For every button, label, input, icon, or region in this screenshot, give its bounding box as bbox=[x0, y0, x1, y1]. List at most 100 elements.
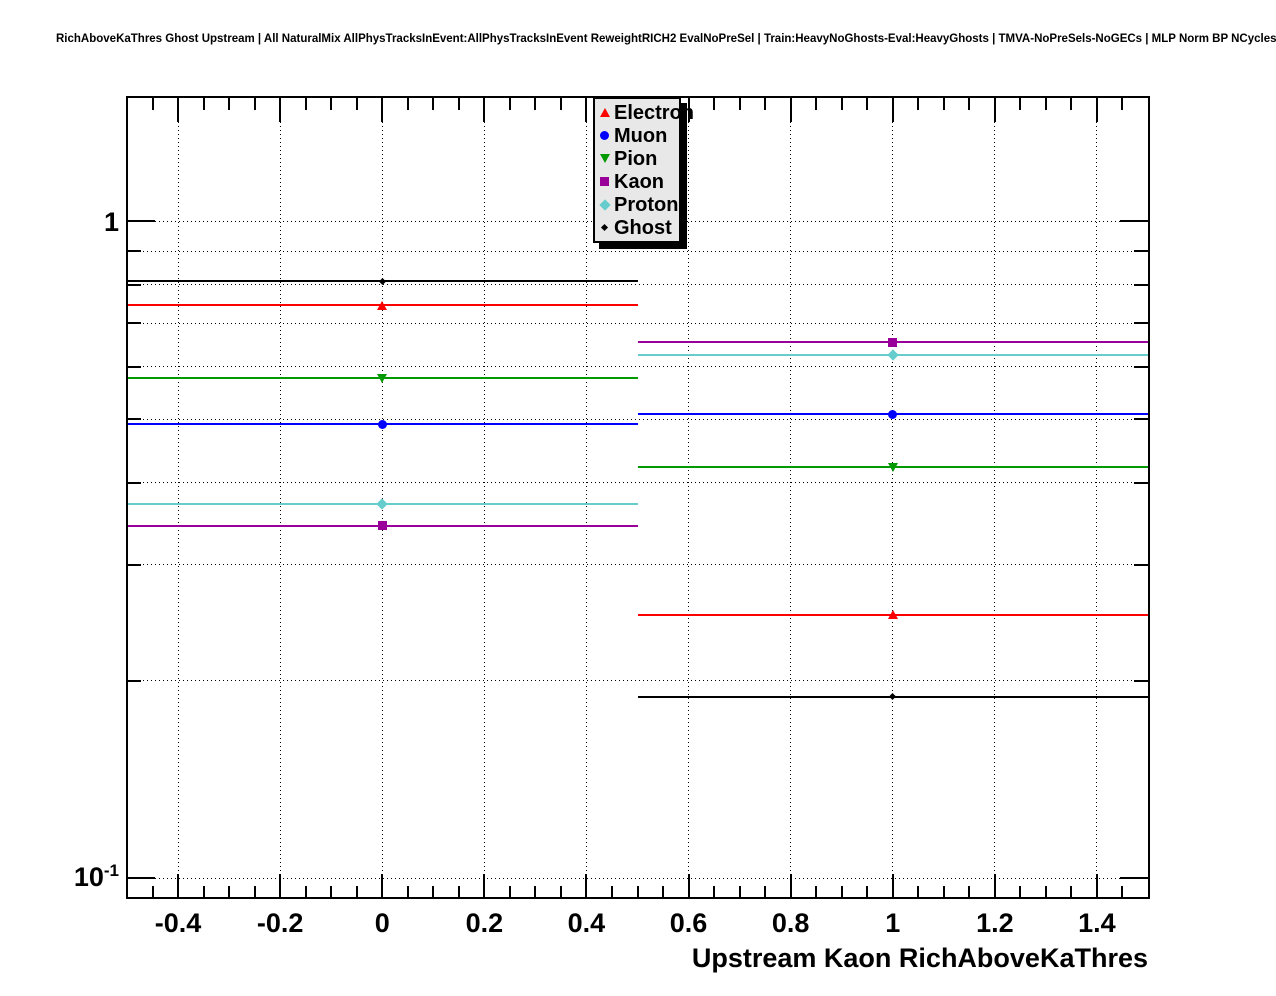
y-minor-tick-right bbox=[1134, 365, 1148, 368]
x-tick-label: 1.4 bbox=[1078, 908, 1116, 938]
x-gridline bbox=[381, 98, 383, 898]
x-tick-label: 0 bbox=[374, 908, 390, 938]
x-minor-tick bbox=[917, 885, 920, 898]
x-gridline bbox=[994, 98, 996, 898]
legend-label-electron: Electron bbox=[614, 101, 695, 124]
x-major-tick-top bbox=[381, 98, 384, 122]
x-minor-tick bbox=[942, 885, 945, 898]
y-minor-tick-right bbox=[1134, 283, 1148, 286]
x-minor-tick-top bbox=[866, 98, 869, 110]
x-gridline bbox=[688, 98, 690, 898]
x-minor-tick bbox=[866, 885, 869, 898]
y-gridline bbox=[127, 482, 1148, 484]
x-minor-tick-top bbox=[942, 98, 945, 110]
x-minor-tick bbox=[968, 885, 971, 898]
x-minor-tick bbox=[662, 885, 665, 898]
y-tick-label-0p1-base: 10 bbox=[73, 862, 104, 892]
y-minor-tick bbox=[127, 418, 141, 421]
legend-row-pion: Pion bbox=[598, 148, 679, 170]
x-minor-tick-top bbox=[432, 98, 435, 110]
y-major-tick bbox=[127, 220, 155, 223]
legend-label-proton: Proton bbox=[614, 193, 679, 216]
x-minor-tick-top bbox=[1044, 98, 1047, 110]
x-minor-tick bbox=[738, 885, 741, 898]
x-minor-tick-top bbox=[457, 98, 460, 110]
x-major-tick bbox=[789, 873, 792, 898]
x-minor-tick-top bbox=[508, 98, 511, 110]
marker-pion-bin1 bbox=[887, 462, 898, 472]
marker-electron-bin0 bbox=[377, 300, 388, 310]
y-gridline bbox=[127, 680, 1148, 681]
x-minor-tick bbox=[764, 885, 767, 898]
x-major-tick-top bbox=[483, 98, 486, 122]
x-major-tick-top bbox=[585, 98, 588, 122]
triangle-up-icon bbox=[599, 108, 610, 117]
x-major-tick-top bbox=[687, 98, 690, 122]
y-minor-tick-right bbox=[1134, 250, 1148, 253]
y-tick-label-1-base: 1 bbox=[103, 207, 119, 237]
x-minor-tick bbox=[1044, 885, 1047, 898]
x-gridline bbox=[585, 98, 587, 898]
legend: Electron Muon Pion Kaon Proton Ghost bbox=[593, 97, 694, 243]
marker-electron-bin1 bbox=[887, 610, 898, 620]
y-minor-tick bbox=[127, 365, 141, 368]
x-minor-tick bbox=[1121, 885, 1124, 898]
x-major-tick-top bbox=[891, 98, 894, 122]
marker-kaon-bin0 bbox=[377, 521, 387, 531]
x-minor-tick bbox=[202, 885, 205, 898]
legend-row-muon: Muon bbox=[598, 125, 679, 147]
x-minor-tick-top bbox=[406, 98, 409, 110]
x-minor-tick-top bbox=[253, 98, 256, 110]
x-minor-tick bbox=[432, 885, 435, 898]
legend-label-pion: Pion bbox=[614, 147, 658, 170]
x-major-tick bbox=[381, 873, 384, 898]
x-gridline bbox=[177, 98, 179, 898]
x-minor-tick-top bbox=[559, 98, 562, 110]
x-major-tick bbox=[993, 873, 996, 898]
x-minor-tick bbox=[406, 885, 409, 898]
diamond-icon bbox=[598, 198, 611, 211]
x-minor-tick-top bbox=[304, 98, 307, 110]
x-minor-tick bbox=[1070, 885, 1073, 898]
circle-icon bbox=[600, 131, 609, 140]
x-minor-tick bbox=[253, 885, 256, 898]
square-icon bbox=[600, 177, 609, 186]
x-major-tick bbox=[585, 873, 588, 898]
legend-row-electron: Electron bbox=[598, 102, 694, 124]
x-minor-tick bbox=[610, 885, 613, 898]
x-minor-tick-top bbox=[202, 98, 205, 110]
x-gridline bbox=[892, 98, 894, 898]
y-gridline bbox=[127, 284, 1148, 286]
x-major-tick-top bbox=[177, 98, 180, 122]
x-minor-tick-top bbox=[713, 98, 716, 110]
x-minor-tick bbox=[228, 885, 231, 898]
legend-marker-kaon-icon bbox=[598, 175, 611, 188]
x-minor-tick-top bbox=[764, 98, 767, 110]
x-major-tick bbox=[279, 873, 282, 898]
x-major-tick-top bbox=[1095, 98, 1098, 122]
x-tick-label: -0.4 bbox=[154, 908, 202, 938]
x-minor-tick bbox=[355, 885, 358, 898]
y-tick-label-1: 1 bbox=[30, 207, 119, 238]
y-minor-tick bbox=[127, 322, 141, 324]
x-minor-tick-top bbox=[355, 98, 358, 110]
y-major-tick-right bbox=[1120, 877, 1148, 880]
x-tick-label: 0.6 bbox=[669, 908, 708, 938]
legend-label-muon: Muon bbox=[614, 124, 668, 147]
y-minor-tick-right bbox=[1134, 563, 1148, 566]
x-minor-tick bbox=[534, 885, 537, 898]
x-minor-tick-top bbox=[1070, 98, 1073, 110]
marker-proton-bin0 bbox=[376, 498, 388, 510]
x-minor-tick bbox=[1019, 885, 1022, 898]
y-minor-tick-right bbox=[1134, 679, 1148, 682]
x-tick-label: 0.8 bbox=[771, 908, 810, 938]
y-minor-tick bbox=[127, 679, 141, 682]
x-minor-tick-top bbox=[1019, 98, 1022, 110]
y-gridline bbox=[127, 322, 1148, 324]
x-minor-tick bbox=[713, 885, 716, 898]
legend-marker-pion-icon bbox=[598, 152, 611, 165]
legend-row-kaon: Kaon bbox=[598, 171, 679, 193]
y-gridline bbox=[127, 877, 1148, 879]
x-minor-tick-top bbox=[968, 98, 971, 110]
